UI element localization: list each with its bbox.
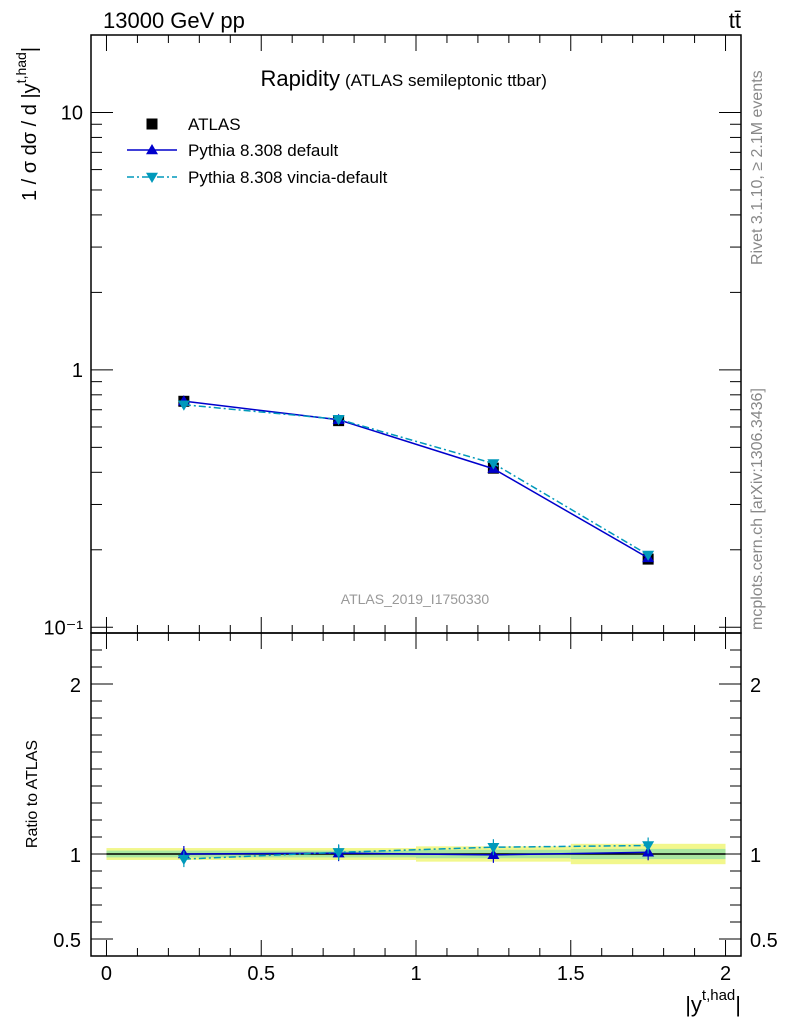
x-axis-label: |yt,had|: [685, 987, 741, 1017]
rivet-side-label: Rivet 3.1.10, ≥ 2.1M events: [749, 70, 766, 265]
series-line: [183, 400, 649, 559]
ratio-series-1: [177, 837, 655, 868]
ratio-plot-panel: 0.5 0.5 1 1 2 2 0 0.5 1 1.5 2: [53, 632, 778, 985]
main-title: Rapidity: [261, 66, 340, 91]
legend: ATLAS Pythia 8.308 default Pythia 8.308 vi…: [127, 115, 388, 187]
ratio-data-point: [642, 841, 655, 852]
x-axis-label-text: |y: [685, 992, 702, 1017]
data-point: [642, 550, 655, 561]
x-tick-label: 0.5: [247, 963, 275, 985]
legend-label: Pythia 8.308 default: [188, 141, 339, 160]
main-y-tick-label: 10: [61, 102, 83, 124]
main-subtitle: (ATLAS semileptonic ttbar): [345, 71, 547, 90]
x-axis-label-close: |: [735, 992, 741, 1017]
ratio-y-tick-label-left: 1: [70, 845, 81, 867]
legend-marker: [146, 172, 158, 183]
header-energy-label: 13000 GeV pp: [103, 8, 245, 33]
series-line: [183, 404, 649, 556]
data-point: [332, 415, 345, 426]
ratio-data-point: [487, 843, 500, 854]
data-point: [177, 400, 190, 411]
ratio-series-layer: [177, 837, 655, 868]
ratio-y-axis-label: Ratio to ATLAS: [24, 740, 41, 848]
ratio-y-tick-label-right: 2: [750, 675, 761, 697]
main-axis-ticks: 10 1 10⁻¹: [44, 34, 741, 639]
main-y-tick-label: 10⁻¹: [44, 617, 84, 639]
main-series-1: [177, 395, 655, 563]
main-y-axis-label-superscript: t,had: [13, 52, 29, 83]
ratio-y-tick-label-left: 0.5: [53, 930, 81, 952]
x-tick-label: 2: [720, 963, 731, 985]
ratio-series-line: [183, 844, 649, 860]
ratio-y-tick-label-right: 1: [750, 845, 761, 867]
header-process-label: tt̄: [729, 8, 741, 33]
main-plot-panel: 10 1 10⁻¹ Rapidity (ATLAS semileptonic ttb…: [44, 34, 742, 639]
x-tick-label: 1: [410, 963, 421, 985]
main-y-axis-label-close: |: [19, 47, 41, 52]
ratio-y-tick-label-right: 0.5: [750, 930, 778, 952]
legend-label: ATLAS: [188, 115, 241, 134]
main-series-layer: [177, 395, 655, 565]
main-series-2: [177, 400, 655, 561]
ratio-y-tick-label-left: 2: [70, 675, 81, 697]
ratio-data-point: [332, 848, 345, 859]
mcplots-side-label: mcplots.cern.ch [arXiv:1306.3436]: [749, 388, 766, 630]
legend-marker: [146, 118, 158, 130]
ratio-axis-ticks: 0.5 0.5 1 1 2 2 0 0.5 1 1.5 2: [53, 632, 778, 985]
main-y-axis-label-text: 1 / σ dσ / d |y: [19, 83, 41, 201]
ratio-series-line: [183, 851, 649, 856]
legend-label: Pythia 8.308 vincia-default: [188, 168, 388, 187]
ratio-data-point: [177, 854, 190, 866]
legend-marker: [146, 144, 158, 155]
main-series-0: [178, 395, 654, 565]
x-axis-label-superscript: t,had: [702, 987, 735, 1004]
analysis-watermark: ATLAS_2019_I1750330: [341, 591, 490, 607]
data-point: [487, 459, 500, 470]
main-y-tick-label: 1: [72, 360, 83, 382]
main-y-axis-label: 1 / σ dσ / d |yt,had|: [13, 47, 41, 201]
x-tick-label: 0: [101, 963, 112, 985]
x-tick-label: 1.5: [557, 963, 585, 985]
ratio-plot-frame: [90, 632, 742, 957]
